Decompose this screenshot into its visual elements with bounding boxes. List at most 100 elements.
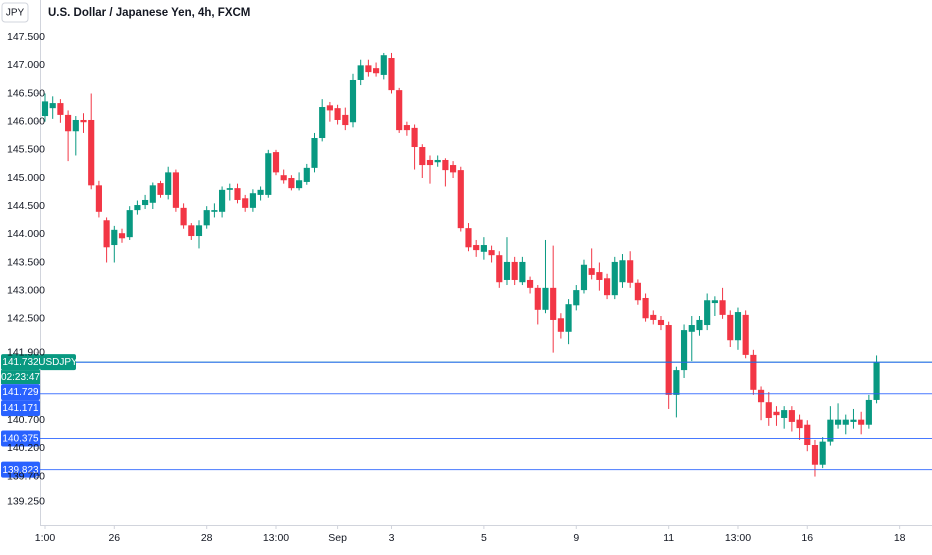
candle-body [203, 210, 210, 226]
candle-body [781, 410, 788, 418]
y-tick-label: 147.500 [7, 31, 45, 43]
candle-body [565, 304, 572, 332]
candle-body [719, 300, 726, 315]
candle-body [126, 210, 133, 238]
candle-body [611, 261, 618, 296]
candle-body [165, 172, 172, 195]
candle-body [349, 79, 357, 123]
candle-body [457, 170, 464, 229]
candle-body [796, 419, 803, 429]
price-tag-label: 141.732 [2, 357, 39, 368]
candle-body [850, 419, 857, 422]
candle-body [596, 272, 603, 280]
candle-body [380, 55, 387, 75]
candle-body [527, 279, 534, 288]
candle-body [311, 138, 318, 168]
y-tick-label: 140.700 [7, 414, 45, 426]
x-tick-label: Sep [328, 532, 347, 544]
candle-body [580, 264, 588, 291]
candle-body [403, 125, 410, 131]
candle-body [411, 127, 418, 148]
candle-body [650, 314, 657, 320]
candle-body [503, 261, 511, 280]
candle-body [195, 225, 203, 237]
candle-body [288, 178, 295, 189]
candle-body [80, 119, 87, 123]
candle-body [342, 114, 349, 126]
candle-body [49, 103, 56, 109]
candle-body [542, 287, 549, 310]
x-tick-label: 3 [389, 532, 395, 544]
y-tick-label: 143.000 [7, 284, 45, 296]
candle-body [450, 165, 457, 173]
candle-body [265, 153, 272, 195]
y-tick-label: 147.000 [7, 59, 45, 71]
price-tag [1, 461, 40, 478]
candle-body [57, 103, 64, 115]
candle-body [557, 318, 564, 332]
candle-body [442, 159, 449, 171]
candle-body [88, 119, 95, 186]
candle-body [296, 180, 303, 189]
candle-body [103, 220, 110, 248]
candle-body [257, 189, 264, 195]
candle-body [819, 441, 826, 465]
chart-title: U.S. Dollar / Japanese Yen, 4h, FXCM [48, 7, 250, 19]
candle-body [511, 261, 518, 280]
candle-body [550, 287, 557, 320]
candle-body [219, 189, 226, 212]
candle-body [827, 419, 834, 442]
candle-body [642, 297, 649, 319]
x-tick-label: 13:00 [263, 532, 289, 544]
overlay: JPY U.S. Dollar / Japanese Yen, 4h, FXCM… [1, 2, 250, 478]
candle-body [665, 325, 672, 395]
candle-body [688, 325, 695, 332]
x-tick-label: 5 [481, 532, 487, 544]
candle-body [334, 108, 341, 120]
candle-body [280, 175, 287, 181]
candle-body [226, 188, 233, 190]
candle-body [234, 188, 241, 200]
candle-body [657, 319, 665, 326]
candle-body [242, 198, 249, 208]
candle-body [727, 314, 734, 341]
candle-body [773, 411, 780, 416]
candle-body [865, 399, 872, 425]
candle-body [373, 68, 380, 74]
candle-body [41, 101, 49, 117]
symbol-tag [40, 354, 76, 371]
candle-body [573, 290, 580, 306]
candle-body [488, 250, 495, 256]
candle-body [765, 402, 772, 418]
candle-body [303, 167, 310, 182]
x-tick-label: 18 [894, 532, 906, 544]
price-tag-label: 141.729 [2, 387, 39, 398]
candle-body [118, 233, 126, 239]
x-tick-label: 28 [201, 532, 213, 544]
price-tag-label: 140.375 [2, 434, 39, 445]
price-tag [1, 400, 40, 417]
candle-body [419, 147, 426, 166]
candle-body [465, 228, 472, 248]
candle-body [211, 210, 218, 212]
candle-body [696, 319, 703, 331]
x-tick-label: 26 [108, 532, 120, 544]
currency-box[interactable] [1, 2, 29, 23]
candle-body [742, 314, 749, 355]
x-tick-label: 16 [801, 532, 813, 544]
candle-body [365, 65, 372, 73]
candle-body [111, 229, 118, 246]
candle-body [757, 389, 765, 403]
candle-body [188, 225, 195, 237]
candle-body [834, 419, 842, 425]
candle-body [172, 172, 179, 208]
candle-body [858, 419, 865, 425]
candle-body [711, 300, 718, 304]
candle-body [842, 419, 849, 425]
symbol-tag-label: USDJPY [38, 357, 78, 368]
x-tick-label: 11 [663, 532, 674, 544]
price-tag-label: 139.823 [2, 465, 39, 476]
candle-body [388, 58, 395, 91]
y-tick-label: 140.200 [7, 442, 45, 454]
